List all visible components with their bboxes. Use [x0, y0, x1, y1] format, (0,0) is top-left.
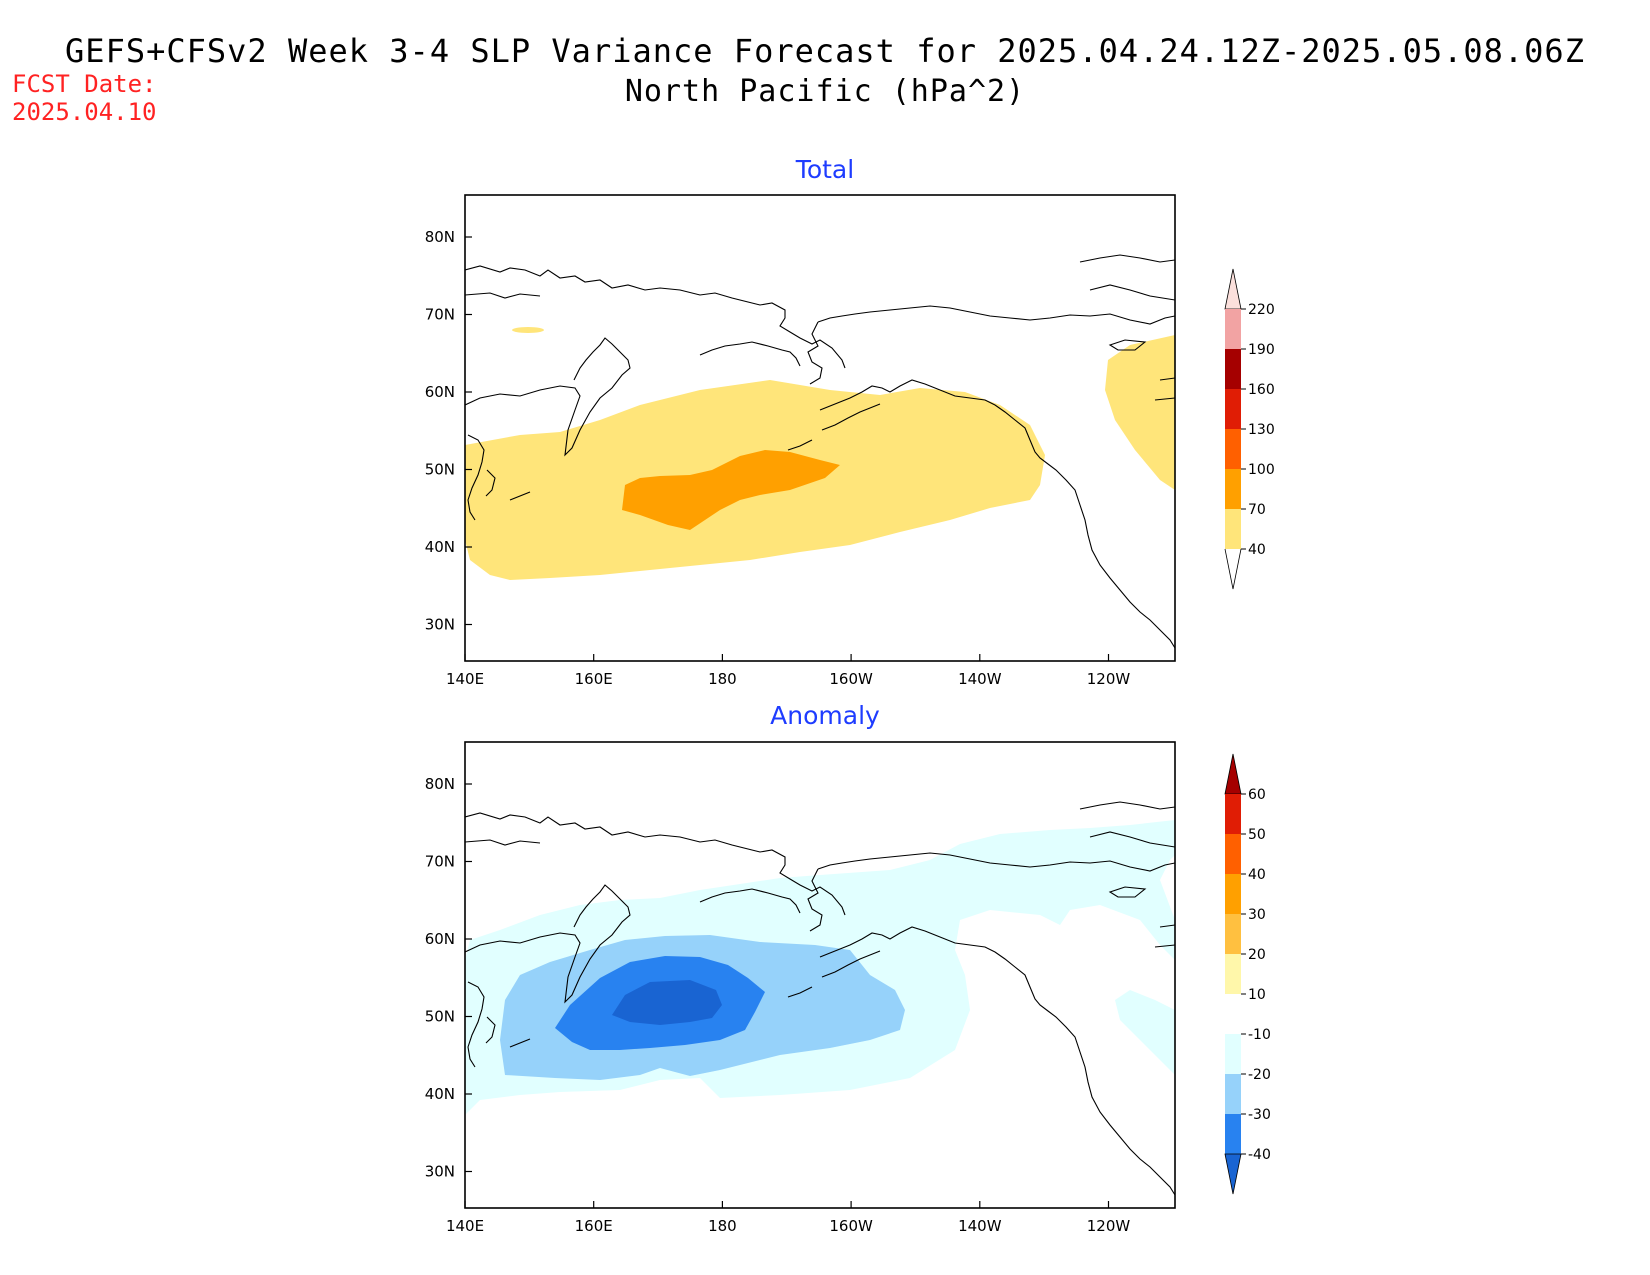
colorbar-label: 40 [1248, 542, 1266, 558]
colorbar-extend-top [1224, 268, 1242, 310]
lon-tick-label: 160W [829, 1217, 873, 1235]
colorbar-label: 20 [1248, 947, 1266, 963]
lon-tick-label: 180 [708, 1217, 737, 1235]
colorbar-swatch [1225, 429, 1241, 469]
lon-tick-label: 140W [958, 1217, 1002, 1235]
colorbar-swatch [1225, 874, 1241, 914]
subtitle: North Pacific (hPa^2) [624, 74, 1026, 109]
lat-tick-label: 50N [425, 461, 455, 479]
lon-tick-label: 140E [446, 1217, 484, 1235]
colorbar-label: 50 [1248, 827, 1266, 843]
colorbar-label: 220 [1248, 302, 1275, 318]
main-title: GEFS+CFSv2 Week 3-4 SLP Variance Forecas… [65, 32, 1585, 70]
lon-tick-label: 140W [958, 670, 1002, 688]
lat-tick-label: 50N [425, 1008, 455, 1026]
total-band-70-100 [622, 450, 840, 530]
total-arctic-blob [512, 327, 544, 333]
colorbar-label: 40 [1248, 867, 1266, 883]
anomaly-contour-fill [465, 801, 1175, 1196]
colorbar-swatch [1225, 954, 1241, 994]
colorbar-label: -10 [1248, 1027, 1271, 1043]
colorbar-swatch [1225, 994, 1241, 1034]
colorbar-extend-top [1224, 753, 1242, 795]
colorbar-swatch [1225, 794, 1241, 834]
total-colorbar: 220 190 160 130 100 70 40 [1224, 268, 1275, 590]
colorbar-swatch [1225, 834, 1241, 874]
colorbar-label: 10 [1248, 987, 1266, 1003]
lat-tick-label: 70N [425, 853, 455, 871]
total-contour-fill [465, 254, 1175, 649]
lat-tick-label: 80N [425, 228, 455, 246]
lon-tick-label: 140E [446, 670, 484, 688]
anomaly-band-minus10-east [1115, 990, 1175, 1075]
lon-tick-label: 180 [708, 670, 737, 688]
colorbar-extend-bottom [1224, 1153, 1242, 1195]
total-band-40-70-east [1105, 335, 1175, 490]
lon-tick-label: 120W [1087, 670, 1131, 688]
colorbar-swatch [1225, 1074, 1241, 1114]
lon-tick-label: 120W [1087, 1217, 1131, 1235]
colorbar-label: -20 [1248, 1067, 1271, 1083]
colorbar-extend-bottom [1224, 548, 1242, 590]
colorbar-label: 190 [1248, 342, 1275, 358]
panel-title-anomaly: Anomaly [770, 701, 880, 730]
colorbar-label: 160 [1248, 382, 1275, 398]
anomaly-colorbar: 60 50 40 30 20 10 -10 -20 -30 -40 [1224, 753, 1271, 1195]
lon-tick-label: 160E [575, 1217, 613, 1235]
colorbar-swatch [1225, 1034, 1241, 1074]
lat-tick-label: 80N [425, 775, 455, 793]
colorbar-swatch [1225, 1114, 1241, 1154]
total-map-frame [464, 194, 1176, 662]
lat-tick-label: 40N [425, 1085, 455, 1103]
panel-title-total: Total [795, 155, 854, 184]
colorbar-swatch [1225, 349, 1241, 389]
colorbar-swatch [1225, 469, 1241, 509]
total-axes: 80N 70N 60N 50N 40N 30N 140E 160E 180 160W 140W 120… [425, 228, 1131, 688]
colorbar-label: -40 [1248, 1147, 1271, 1163]
lat-tick-label: 40N [425, 538, 455, 556]
colorbar-label: 100 [1248, 462, 1275, 478]
lat-tick-label: 70N [425, 306, 455, 324]
colorbar-swatch [1225, 914, 1241, 954]
colorbar-swatch [1225, 509, 1241, 549]
lat-tick-label: 30N [425, 616, 455, 634]
anomaly-map-frame [464, 741, 1176, 1209]
lon-tick-label: 160E [575, 670, 613, 688]
colorbar-swatch [1225, 309, 1241, 349]
colorbar-label: -30 [1248, 1107, 1271, 1123]
lat-tick-label: 60N [425, 383, 455, 401]
colorbar-label: 70 [1248, 502, 1266, 518]
lat-tick-label: 60N [425, 930, 455, 948]
fcst-date-label: FCST Date: [12, 70, 157, 98]
colorbar-label: 130 [1248, 422, 1275, 438]
colorbar-swatch [1225, 389, 1241, 429]
anomaly-band-minus40 [612, 980, 722, 1025]
lat-tick-label: 30N [425, 1163, 455, 1181]
forecast-date-block: FCST Date: 2025.04.10 [12, 70, 157, 126]
lon-tick-label: 160W [829, 670, 873, 688]
fcst-date-value: 2025.04.10 [12, 98, 157, 126]
anomaly-axes: 80N 70N 60N 50N 40N 30N 140E 160E 180 160W 140W 120… [425, 775, 1131, 1235]
colorbar-label: 60 [1248, 787, 1266, 803]
colorbar-label: 30 [1248, 907, 1266, 923]
